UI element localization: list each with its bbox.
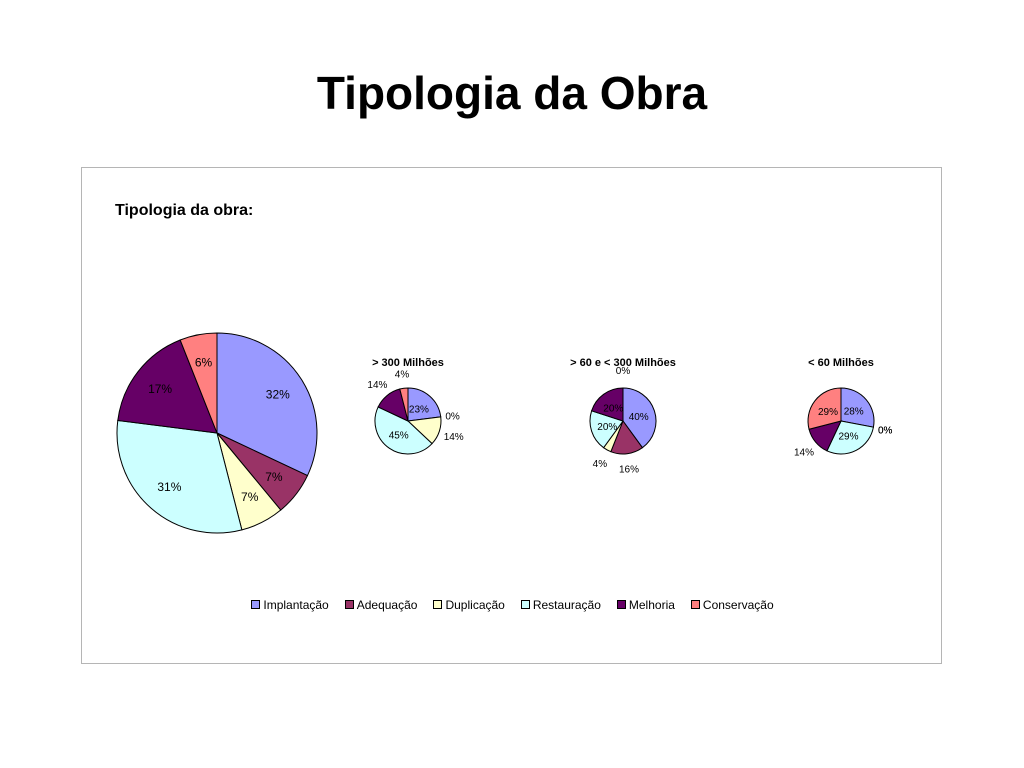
pie-chart-2: > 300 Milhões 23% 0% 14% 45% 14% 4% [367, 357, 464, 455]
data-label-implantacao: 23% [409, 405, 429, 416]
chart-heading: Tipologia da obra: [115, 202, 254, 219]
data-label-duplicacao: 14% [444, 432, 464, 443]
data-label-restauracao: 31% [157, 480, 181, 494]
legend-swatch [433, 600, 443, 610]
data-label-implantacao: 28% [844, 407, 864, 418]
data-label-conservacao: 4% [395, 369, 410, 380]
data-label-adequacao: 7% [265, 470, 283, 484]
legend-label: Restauração [532, 598, 601, 612]
pie-chart-3: > 60 e < 300 Milhões 40% 16% 4% 20% 20% 0% [570, 357, 676, 476]
data-label-adequacao: 16% [619, 465, 639, 476]
pie-slice-conservacao [807, 387, 842, 430]
legend-swatch [616, 600, 626, 610]
pie-slice-implantacao [840, 387, 875, 428]
pie-slice-implantacao [622, 387, 657, 449]
pie-slice-melhoria [117, 339, 218, 434]
chart-frame: Tipologia da obra: 32% 7% 7% 31% 17% 6% > 300 … [81, 167, 942, 664]
legend-label: Duplicação [445, 598, 505, 612]
data-label-melhoria: 17% [148, 382, 172, 396]
legend-item-implantacao: Implantação [251, 598, 329, 612]
legend-item-conservacao: Conservação [690, 598, 774, 612]
pie-slice-restauracao [116, 419, 243, 534]
pie-slice-restauracao [589, 410, 624, 449]
legend-item-duplicacao: Duplicação [433, 598, 505, 612]
data-label-adequacao: 0% [445, 411, 460, 422]
legend-item-melhoria: Melhoria [616, 598, 675, 612]
legend-label: Melhoria [628, 598, 675, 612]
pie-title: > 300 Milhões [372, 357, 444, 369]
legend-label: Adequação [356, 598, 418, 612]
legend-swatch [251, 600, 261, 610]
pie-title: > 60 e < 300 Milhões [570, 357, 676, 369]
data-label-duplicacao: 7% [241, 490, 259, 504]
data-label-implantacao: 40% [629, 412, 649, 423]
data-label-implantacao: 32% [266, 387, 290, 401]
pie-slice-implantacao [407, 387, 442, 422]
legend: Implantação Adequação Duplicação Restauraçã… [82, 598, 943, 612]
data-label-duplicacao: 4% [593, 459, 608, 470]
data-label-conservacao: 29% [818, 407, 838, 418]
legend-swatch [690, 600, 700, 610]
pie-slice-implantacao [216, 332, 318, 477]
pie-title: < 60 Milhões [808, 357, 874, 369]
legend-item-restauracao: Restauração [520, 598, 601, 612]
pie-slice-restauracao [826, 420, 875, 455]
data-label-conservacao: 6% [195, 355, 213, 369]
pie-slice-restauracao [374, 406, 433, 455]
legend-item-adequacao: Adequação [344, 598, 418, 612]
data-label-restauracao: 20% [597, 422, 617, 433]
data-label-duplicacao: 0% [878, 425, 893, 436]
page-title: Tipologia da Obra [316, 67, 708, 119]
pie-slice-melhoria [590, 387, 624, 422]
data-label-melhoria: 14% [367, 380, 387, 391]
pie-slice-conservacao [399, 387, 409, 422]
data-label-conservacao: 0% [616, 366, 631, 377]
pie-slice-conservacao [179, 332, 218, 434]
legend-swatch [344, 600, 354, 610]
data-label-melhoria: 20% [603, 404, 623, 415]
legend-label: Implantação [263, 598, 329, 612]
data-label-restauracao: 29% [838, 432, 858, 443]
pie-chart-1: 32% 7% 7% 31% 17% 6% [116, 332, 318, 534]
data-label-restauracao: 45% [389, 431, 409, 442]
legend-label: Conservação [702, 598, 774, 612]
data-label-adequacao: 0% [878, 425, 893, 436]
legend-swatch [520, 600, 530, 610]
pie-charts: 32% 7% 7% 31% 17% 6% > 300 Milhões 23% 0% 14% 45% 1… [116, 332, 893, 534]
data-label-melhoria: 14% [794, 448, 814, 459]
